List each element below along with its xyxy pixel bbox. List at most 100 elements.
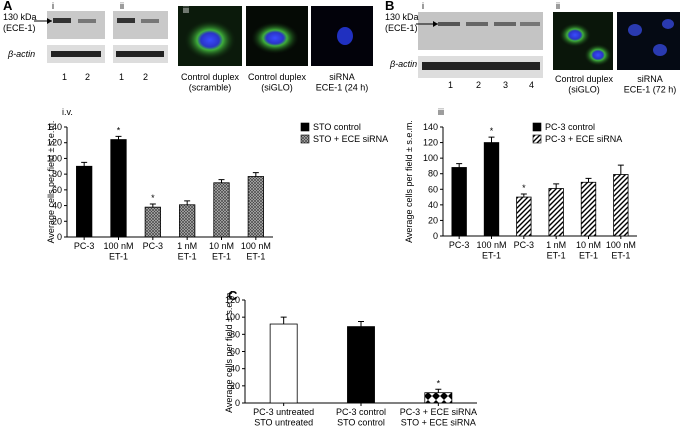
lane-label: 1 (119, 72, 124, 82)
y-tick-label: 0 (57, 232, 62, 242)
x-tick-label: PC-3 (449, 240, 470, 250)
error-bar (553, 183, 560, 189)
y-axis-label: Average cells per field ± s.e.m. (46, 121, 56, 244)
cell (251, 22, 299, 54)
lane-label: 1 (448, 80, 453, 90)
y-tick-label: 60 (52, 185, 62, 195)
lane-label: 1 (62, 72, 67, 82)
bar (110, 139, 127, 238)
y-tick-label: 140 (47, 122, 62, 132)
images-label: iii (183, 5, 189, 15)
panel-label: C (228, 288, 238, 303)
y-tick-label: 100 (423, 153, 438, 163)
band (520, 22, 540, 26)
blot (113, 11, 168, 39)
panel-sublabel: i.v. (62, 107, 73, 117)
bar (213, 182, 230, 238)
band (51, 51, 101, 57)
y-tick-label: 40 (230, 364, 240, 374)
error-bar (280, 316, 287, 325)
bar (451, 167, 467, 237)
error-bar (184, 200, 191, 205)
image-caption: siRNA ECE-1 (72 h) (624, 74, 677, 94)
band (116, 51, 164, 57)
blot (47, 11, 105, 39)
legend-swatch (532, 122, 542, 132)
y-tick-label: 80 (52, 169, 62, 179)
error-bar (252, 172, 259, 177)
nucleus (653, 44, 667, 56)
legend-label: STO + ECE siRNA (313, 134, 388, 144)
band-label: 130 kDa (3, 12, 37, 22)
image-caption: siRNA ECE-1 (24 h) (316, 72, 369, 92)
y-tick-label: 140 (423, 122, 438, 132)
x-tick-label: 10 nM ET-1 (576, 240, 601, 260)
error-bar (358, 320, 364, 327)
band (117, 18, 135, 23)
x-tick-label: PC-3 untreated STO untreated (253, 407, 314, 427)
legend-label: PC-3 + ECE siRNA (545, 134, 622, 144)
y-tick-label: 60 (428, 184, 438, 194)
x-tick-label: 100 nM ET-1 (606, 240, 636, 260)
bar (247, 176, 264, 238)
error-bar (435, 388, 442, 393)
error-bar (520, 193, 527, 198)
y-tick-label: 80 (230, 329, 240, 339)
nucleus (337, 27, 353, 45)
x-tick-label: PC-3 (143, 241, 164, 251)
band (494, 22, 516, 26)
error-bar (585, 177, 592, 183)
x-tick-label: PC-3 control STO control (336, 407, 386, 427)
bar (76, 165, 93, 238)
bar (269, 323, 298, 404)
error-bar (456, 163, 463, 168)
error-bar (218, 179, 225, 183)
protein-label: (ECE-1) (385, 23, 418, 33)
lane-label: 4 (529, 80, 534, 90)
cell (559, 23, 591, 47)
panel-label: A (3, 0, 13, 13)
panel-sublabel: iii (438, 107, 444, 117)
significance: * (117, 125, 121, 135)
significance: * (437, 378, 441, 388)
legend-swatch (532, 134, 542, 144)
x-tick-label: PC-3 (514, 240, 535, 250)
y-axis-label: Average cells per field ± s.e.m. (224, 290, 234, 413)
bar (424, 392, 453, 404)
x-tick-label: 100 nM ET-1 (476, 240, 506, 260)
band (141, 19, 159, 23)
y-tick-label: 20 (52, 216, 62, 226)
x-tick-label: 100 nM ET-1 (241, 241, 271, 261)
image-caption: Control duplex (scramble) (181, 72, 240, 92)
y-tick-label: 120 (225, 295, 240, 305)
band (422, 62, 540, 70)
blot-label: i (52, 1, 54, 11)
y-tick-label: 60 (230, 347, 240, 357)
y-tick-label: 20 (230, 381, 240, 391)
y-tick-label: 40 (52, 201, 62, 211)
y-tick-label: 40 (428, 200, 438, 210)
significance: * (151, 193, 155, 203)
band (78, 19, 96, 23)
lane-label: 2 (476, 80, 481, 90)
y-axis-label: Average cells per field ± s.e.m. (404, 120, 414, 243)
y-tick-label: 100 (225, 312, 240, 322)
blot-label: ii (120, 1, 124, 11)
y-tick-label: 120 (47, 138, 62, 148)
error-bar (81, 161, 88, 167)
arrow-head (47, 18, 52, 24)
bar (144, 206, 161, 238)
blot (418, 12, 543, 50)
lane-label: 2 (143, 72, 148, 82)
bar (613, 174, 629, 237)
error-bar (617, 164, 624, 175)
blot-label: i (422, 1, 424, 11)
legend-swatch (300, 134, 310, 144)
bar (516, 196, 532, 237)
image-caption: Control duplex (siGLO) (248, 72, 307, 92)
significance: * (490, 126, 494, 136)
images-label: ii (556, 1, 560, 11)
nucleus (628, 24, 642, 36)
